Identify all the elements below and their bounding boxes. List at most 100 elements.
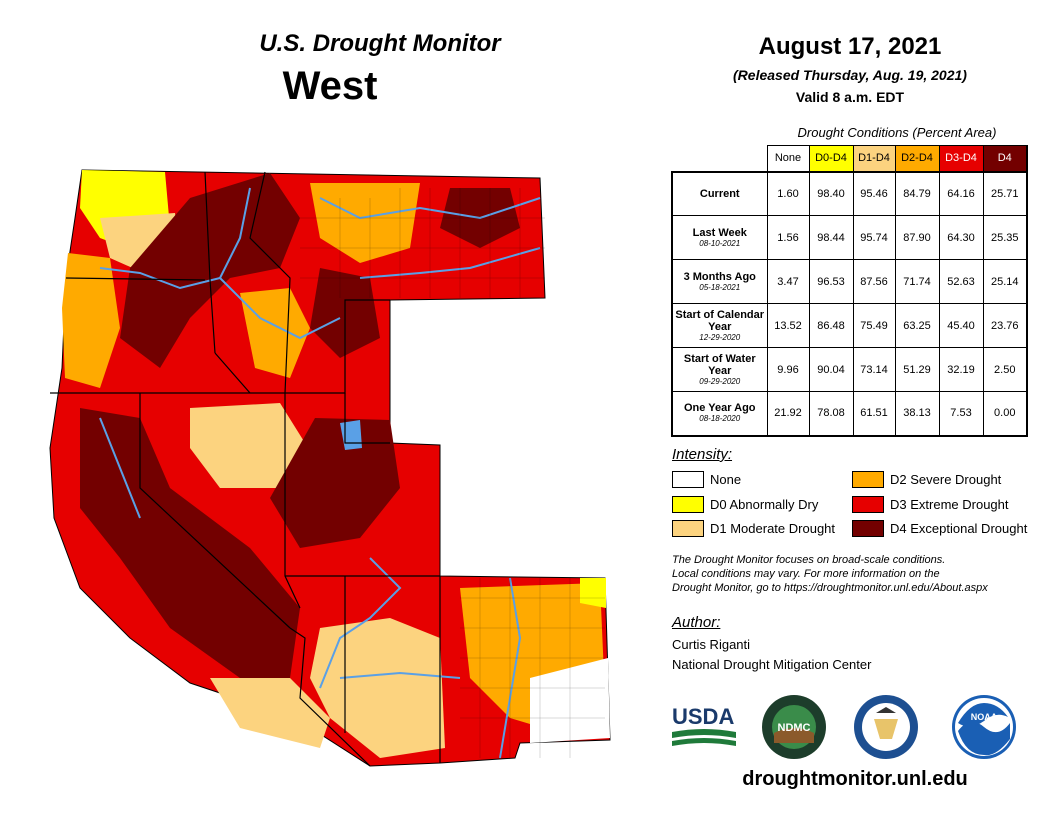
legend-item-none: None bbox=[672, 470, 741, 488]
table-cell: 98.44 bbox=[808, 215, 854, 260]
table-cell: 87.56 bbox=[852, 259, 896, 304]
table-cell: 75.49 bbox=[852, 303, 896, 348]
author-label: Author: bbox=[672, 614, 721, 631]
legend-label: D3 Extreme Drought bbox=[890, 496, 1009, 512]
table-cell: 45.40 bbox=[938, 303, 984, 348]
colorado-river bbox=[319, 557, 402, 689]
row-sublabel: 05-18-2021 bbox=[699, 282, 741, 292]
valid-time: Valid 8 a.m. EDT bbox=[795, 89, 905, 105]
table-cell: 7.53 bbox=[938, 391, 984, 437]
legend-label: None bbox=[710, 471, 742, 487]
legend-swatch bbox=[852, 470, 884, 488]
table-cell: 1.60 bbox=[766, 170, 810, 216]
col-d4: D4 bbox=[982, 145, 1028, 172]
row-start-calendar-year: Start of Calendar Year 12-29-2020 13.52 86.… bbox=[671, 303, 1028, 348]
table-corner bbox=[672, 146, 767, 172]
table-title: Drought Conditions (Percent Area) bbox=[797, 125, 997, 140]
table-cell: 9.96 bbox=[766, 347, 810, 392]
table-cell: 87.90 bbox=[894, 215, 940, 260]
legend-swatch bbox=[672, 519, 704, 537]
notes: The Drought Monitor focuses on broad-sca… bbox=[672, 553, 1042, 595]
table-cell: 52.63 bbox=[938, 259, 984, 304]
table-cell: 78.08 bbox=[808, 391, 854, 437]
row-label: Current bbox=[671, 170, 768, 216]
table-cell: 25.14 bbox=[982, 259, 1028, 304]
notes-line-1: The Drought Monitor focuses on broad-sca… bbox=[672, 554, 946, 566]
table-cell: 95.46 bbox=[852, 170, 896, 216]
table-cell: 21.92 bbox=[766, 391, 810, 437]
row-sublabel: 08-18-2020 bbox=[699, 414, 741, 424]
az-d1-area bbox=[310, 618, 445, 758]
table-cell: 25.71 bbox=[982, 170, 1028, 216]
legend-swatch bbox=[852, 495, 884, 513]
county-lines bbox=[300, 188, 605, 758]
row-label-text: Start of Calendar Year bbox=[675, 308, 765, 333]
state-borders bbox=[50, 171, 441, 767]
row-start-water-year: Start of Water Year 09-29-2020 9.96 90.04 73… bbox=[671, 347, 1028, 392]
legend-item-d3: D3 Extreme Drought bbox=[852, 495, 1009, 513]
legend-item-d0: D0 Abnormally Dry bbox=[672, 495, 818, 513]
row-last-week: Last Week 08-10-2021 1.56 98.44 95.74 87.90 64… bbox=[671, 215, 1028, 260]
row-one-year-ago: One Year Ago 08-18-2020 21.92 78.08 61.51 38.… bbox=[671, 391, 1028, 437]
drought-map bbox=[49, 169, 611, 767]
table-cell: 64.30 bbox=[938, 215, 984, 260]
mt-d2-area bbox=[310, 183, 420, 263]
or-coast-d2-area bbox=[62, 253, 120, 388]
row-label: Start of Calendar Year 12-29-2020 bbox=[671, 303, 768, 348]
legend-label: D2 Severe Drought bbox=[890, 471, 1002, 487]
legend-item-d4: D4 Exceptional Drought bbox=[852, 519, 1027, 537]
row-label: 3 Months Ago 05-18-2021 bbox=[671, 259, 768, 304]
rio-grande bbox=[499, 577, 522, 759]
release-date: (Released Thursday, Aug. 19, 2021) bbox=[733, 67, 967, 83]
legend-swatch bbox=[672, 470, 704, 488]
columbia-river bbox=[99, 187, 251, 290]
legend-label: D0 Abnormally Dry bbox=[710, 496, 819, 512]
row-label-text: Last Week bbox=[692, 226, 747, 239]
col-d1-d4: D1-D4 bbox=[852, 145, 896, 172]
ut-d4-area bbox=[270, 418, 400, 548]
table-cell: 23.76 bbox=[982, 303, 1028, 348]
table-cell: 32.19 bbox=[938, 347, 984, 392]
table-cell: 84.79 bbox=[894, 170, 940, 216]
nm-d0-area bbox=[580, 578, 606, 608]
table-cell: 13.52 bbox=[766, 303, 810, 348]
table-cell: 86.48 bbox=[808, 303, 854, 348]
author-org: National Drought Mitigation Center bbox=[672, 657, 872, 672]
noaa-logo-text: NOAA bbox=[971, 712, 998, 722]
legend-swatch bbox=[852, 519, 884, 537]
row-label: Start of Water Year 09-29-2020 bbox=[671, 347, 768, 392]
col-d3-d4: D3-D4 bbox=[938, 145, 984, 172]
region-title: West bbox=[282, 64, 378, 108]
usda-logo: USDA bbox=[672, 704, 736, 746]
row-label-text: 3 Months Ago bbox=[683, 270, 756, 283]
author-name: Curtis Riganti bbox=[672, 637, 751, 652]
row-3-months-ago: 3 Months Ago 05-18-2021 3.47 96.53 87.56 71.7… bbox=[671, 259, 1028, 304]
col-d2-d4: D2-D4 bbox=[894, 145, 940, 172]
legend-title: Intensity: bbox=[672, 446, 733, 463]
legend-item-d2: D2 Severe Drought bbox=[852, 470, 1001, 488]
table-cell: 2.50 bbox=[982, 347, 1028, 392]
yellowstone-river bbox=[359, 247, 541, 279]
missouri-river bbox=[319, 197, 541, 220]
table-cell: 64.16 bbox=[938, 170, 984, 216]
row-label: Last Week 08-10-2021 bbox=[671, 215, 768, 260]
sacramento-river bbox=[99, 417, 141, 519]
col-d0-d4: D0-D4 bbox=[808, 145, 854, 172]
table-cell: 61.51 bbox=[852, 391, 896, 437]
row-label-text: One Year Ago bbox=[683, 402, 756, 415]
table-cell: 95.74 bbox=[852, 215, 896, 260]
row-label: One Year Ago 08-18-2020 bbox=[671, 391, 768, 437]
id-d1-area bbox=[240, 288, 310, 378]
commerce-seal bbox=[854, 695, 918, 759]
table-cell: 71.74 bbox=[894, 259, 940, 304]
table-cell: 96.53 bbox=[808, 259, 854, 304]
col-none: None bbox=[766, 145, 810, 172]
snake-river bbox=[219, 277, 341, 340]
row-sublabel: 12-29-2020 bbox=[699, 332, 741, 342]
legend-item-d1: D1 Moderate Drought bbox=[672, 519, 835, 537]
map-date: August 17, 2021 bbox=[758, 33, 942, 60]
notes-line-2: Local conditions may vary. For more info… bbox=[672, 568, 940, 580]
website-link[interactable]: droughtmonitor.unl.edu bbox=[742, 768, 968, 790]
ca-d4-area bbox=[80, 408, 300, 678]
row-sublabel: 08-10-2021 bbox=[699, 238, 741, 248]
